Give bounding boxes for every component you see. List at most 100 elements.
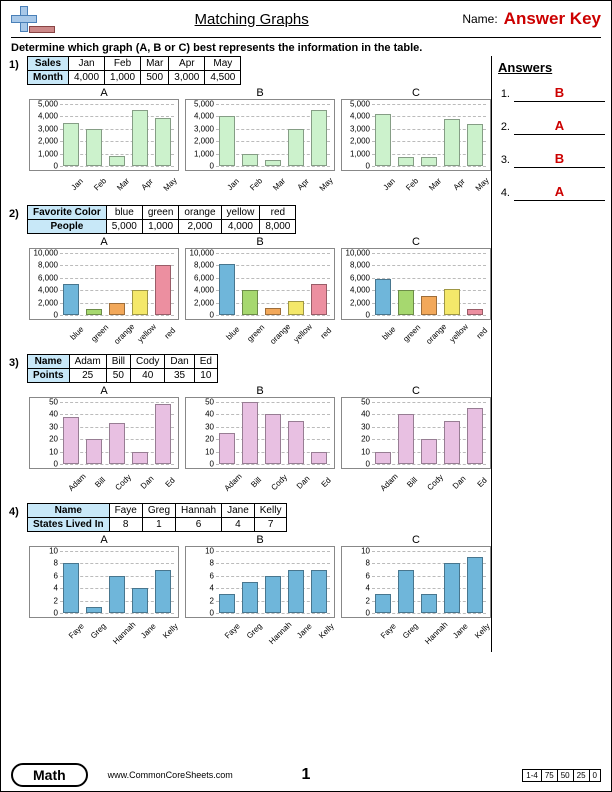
chart-bar [132,452,148,464]
score-box: 1-4 75 50 25 0 [523,769,601,782]
y-tick-label: 5,000 [350,100,370,109]
page-number: 1 [302,766,311,784]
chart-bar [311,452,327,464]
y-tick-label: 2 [210,596,214,605]
chart-bar [109,576,125,613]
name-label: Name: [462,12,497,26]
chart-title: C [341,236,491,248]
chart-bar [155,570,171,613]
answers-title: Answers [498,60,605,75]
score-cell: 0 [589,769,601,782]
y-tick-label: 10 [361,447,370,456]
y-tick-label: 4,000 [350,286,370,295]
chart: A0246810FayeGregHannahJaneKelly [29,534,179,646]
y-tick-label: 0 [366,311,370,320]
chart-bar [265,576,281,613]
y-tick-label: 50 [49,398,58,407]
score-cell: 25 [573,769,590,782]
chart-bar [242,402,258,464]
y-tick-label: 0 [210,609,214,618]
chart-canvas: 02,0004,0006,0008,00010,000 [185,248,335,320]
chart: B01020304050AdamBillCodyDanEd [185,385,335,497]
y-tick-label: 4 [366,584,370,593]
x-axis: bluegreenorangeyellowred [371,320,487,348]
x-axis: bluegreenorangeyellowred [59,320,175,348]
worksheet-header: Matching Graphs Name: Answer Key [1,1,611,37]
chart-bar [421,157,437,166]
charts-row: A01,0002,0003,0004,0005,000JanFebMarAprM… [29,87,491,199]
chart-bar [444,119,460,166]
charts-row: A02,0004,0006,0008,00010,000bluegreenora… [29,236,491,348]
y-tick-label: 10 [205,547,214,556]
chart: B01,0002,0003,0004,0005,000JanFebMarAprM… [185,87,335,199]
y-tick-label: 3,000 [350,124,370,133]
chart-bar [132,588,148,613]
chart-bar [155,265,171,315]
chart-bar [109,156,125,166]
y-tick-label: 10,000 [190,249,214,258]
chart-bar [86,439,102,464]
chart-canvas: 01,0002,0003,0004,0005,000 [341,99,491,171]
page-title: Matching Graphs [41,11,462,28]
chart: A01,0002,0003,0004,0005,000JanFebMarAprM… [29,87,179,199]
data-table: Favorite ColorbluegreenorangeyellowredPe… [27,205,296,234]
y-tick-label: 10 [205,447,214,456]
x-axis: FayeGregHannahJaneKelly [59,618,175,646]
y-tick-label: 6,000 [38,273,58,282]
answer-line: 1.B [498,85,605,102]
chart-bar [219,264,235,315]
x-axis: JanFebMarAprMay [371,171,487,199]
y-tick-label: 3,000 [194,124,214,133]
y-tick-label: 40 [361,410,370,419]
y-tick-label: 20 [361,435,370,444]
chart-canvas: 01020304050 [29,397,179,469]
chart-bar [63,284,79,315]
answer-line: 3.B [498,151,605,168]
problem-number: 3) [9,354,27,369]
chart-canvas: 0246810 [29,546,179,618]
y-tick-label: 8,000 [38,261,58,270]
y-tick-label: 2,000 [38,298,58,307]
y-tick-label: 6 [54,571,58,580]
y-tick-label: 50 [205,398,214,407]
chart-bar [219,594,235,613]
chart-bar [219,433,235,464]
chart-bar [375,594,391,613]
chart-bar [132,110,148,166]
y-tick-label: 4,000 [194,112,214,121]
chart-bar [265,160,281,166]
chart: C01020304050AdamBillCodyDanEd [341,385,491,497]
y-tick-label: 10,000 [34,249,58,258]
y-tick-label: 6,000 [194,273,214,282]
problem: 3)NameAdamBillCodyDanEdPoints2550403510A… [9,354,491,497]
chart-canvas: 02,0004,0006,0008,00010,000 [341,248,491,320]
y-tick-label: 4 [54,584,58,593]
chart-bar [375,279,391,315]
answers-column: Answers 1.B2.A3.B4.A [491,56,611,652]
x-axis: AdamBillCodyDanEd [59,469,175,497]
chart-bar [86,607,102,613]
chart-bar [155,404,171,464]
y-tick-label: 30 [205,422,214,431]
chart: B0246810FayeGregHannahJaneKelly [185,534,335,646]
data-table: SalesJanFebMarAprMayMonth4,0001,0005003,… [27,56,241,85]
data-table: NameFayeGregHannahJaneKellyStates Lived … [27,503,287,532]
chart-bar [265,308,281,315]
answer-value: B [514,85,605,102]
chart-bar [86,309,102,315]
chart-bar [242,582,258,613]
y-tick-label: 4,000 [350,112,370,121]
score-cell: 50 [557,769,574,782]
y-tick-label: 10 [49,447,58,456]
problem: 1)SalesJanFebMarAprMayMonth4,0001,000500… [9,56,491,199]
x-axis: AdamBillCodyDanEd [371,469,487,497]
answer-number: 3. [498,154,510,166]
x-axis: AdamBillCodyDanEd [215,469,331,497]
y-tick-label: 10 [361,547,370,556]
y-tick-label: 2,000 [194,137,214,146]
y-tick-label: 2 [366,596,370,605]
y-tick-label: 8 [366,559,370,568]
chart-bar [467,557,483,613]
problem-number: 1) [9,56,27,71]
y-tick-label: 0 [54,162,58,171]
